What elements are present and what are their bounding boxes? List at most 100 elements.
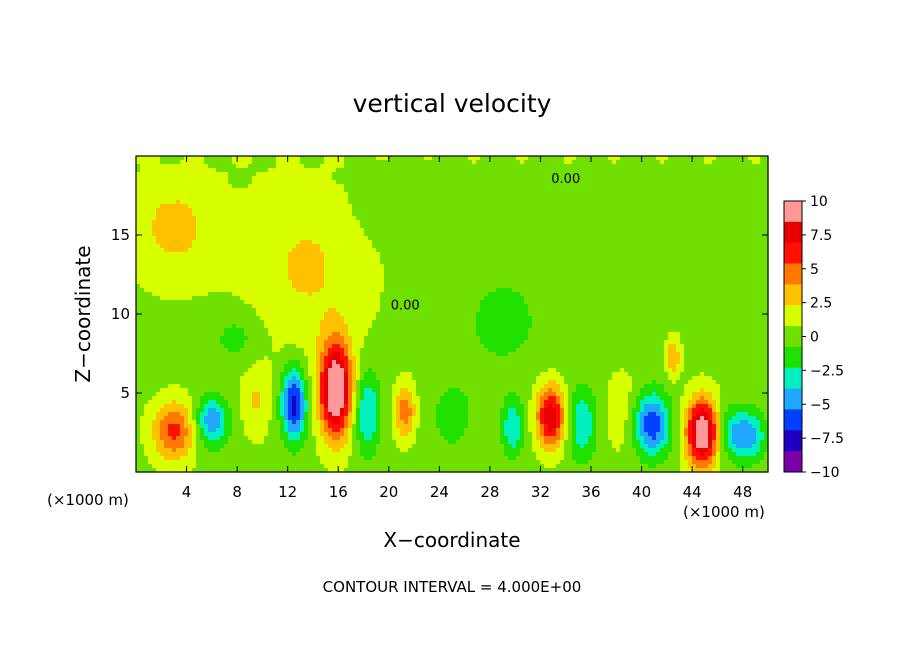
heat-cell — [368, 208, 373, 213]
heat-cell — [516, 272, 521, 277]
heat-cell — [636, 244, 641, 249]
heat-cell — [316, 188, 321, 193]
heat-cell — [240, 200, 245, 205]
heat-cell — [192, 228, 197, 233]
heat-cell — [692, 260, 697, 265]
heat-cell — [140, 232, 145, 237]
heat-cell — [708, 204, 713, 209]
heat-cell — [584, 240, 589, 245]
heat-cell — [168, 252, 173, 257]
heat-cell — [316, 232, 321, 237]
heat-cell — [328, 224, 333, 229]
heat-cell — [140, 180, 145, 185]
heat-cell — [152, 244, 157, 249]
heat-cell — [440, 180, 445, 185]
heat-cell — [628, 228, 633, 233]
heat-cell — [740, 192, 745, 197]
heat-cell — [576, 200, 581, 205]
heat-cell — [724, 260, 729, 265]
heat-cell — [760, 248, 765, 253]
heat-cell — [156, 176, 161, 181]
heat-cell — [664, 276, 669, 281]
heat-cell — [432, 204, 437, 209]
heat-cell — [240, 240, 245, 245]
heat-cell — [520, 196, 525, 201]
heat-cell — [556, 240, 561, 245]
heat-cell — [648, 276, 653, 281]
heat-cell — [296, 228, 301, 233]
heat-cell — [728, 216, 733, 221]
heat-cell — [568, 196, 573, 201]
heat-cell — [252, 252, 257, 257]
heat-cell — [424, 212, 429, 217]
heat-cell — [136, 276, 141, 281]
heat-cell — [616, 232, 621, 237]
heat-cell — [460, 184, 465, 189]
heat-cell — [480, 160, 485, 165]
heat-cell — [468, 260, 473, 265]
heat-cell — [196, 208, 201, 213]
heat-cell — [208, 188, 213, 193]
heat-cell — [320, 160, 325, 165]
heat-cell — [528, 220, 533, 225]
heat-cell — [288, 256, 293, 261]
heat-cell — [716, 244, 721, 249]
heat-cell — [256, 240, 261, 245]
heat-cell — [620, 248, 625, 253]
heat-cell — [556, 200, 561, 205]
heat-cell — [612, 192, 617, 197]
heat-cell — [296, 196, 301, 201]
heat-cell — [408, 240, 413, 245]
heat-cell — [448, 244, 453, 249]
heat-cell — [368, 280, 373, 285]
heat-cell — [272, 208, 277, 213]
heat-cell — [380, 204, 385, 209]
heat-cell — [504, 160, 509, 165]
heat-cell — [236, 240, 241, 245]
heat-cell — [268, 200, 273, 205]
heat-cell — [596, 200, 601, 205]
heat-cell — [696, 208, 701, 213]
heat-cell — [520, 156, 525, 161]
heat-cell — [200, 168, 205, 173]
heat-cell — [288, 272, 293, 277]
heat-cell — [376, 196, 381, 201]
heat-cell — [736, 272, 741, 277]
heat-cell — [636, 224, 641, 229]
heat-cell — [356, 208, 361, 213]
heat-cell — [744, 156, 749, 161]
heat-cell — [716, 224, 721, 229]
heat-cell — [648, 240, 653, 245]
heat-cell — [388, 248, 393, 253]
heat-cell — [192, 160, 197, 165]
heat-cell — [228, 160, 233, 165]
heat-cell — [456, 212, 461, 217]
heat-cell — [472, 268, 477, 273]
heat-cell — [584, 172, 589, 177]
heat-cell — [440, 176, 445, 181]
heat-cell — [460, 228, 465, 233]
heat-cell — [396, 156, 401, 161]
heat-cell — [596, 224, 601, 229]
heat-cell — [156, 204, 161, 209]
heat-cell — [380, 192, 385, 197]
heat-cell — [292, 232, 297, 237]
heat-cell — [472, 224, 477, 229]
heat-cell — [432, 192, 437, 197]
heat-cell — [720, 200, 725, 205]
heat-cell — [176, 200, 181, 205]
heat-cell — [608, 248, 613, 253]
heat-cell — [744, 220, 749, 225]
heat-cell — [576, 212, 581, 217]
heat-cell — [264, 160, 269, 165]
heat-cell — [756, 276, 761, 281]
heat-cell — [452, 172, 457, 177]
heat-cell — [452, 204, 457, 209]
heat-cell — [700, 236, 705, 241]
heat-cell — [264, 172, 269, 177]
heat-cell — [464, 164, 469, 169]
heat-cell — [252, 196, 257, 201]
heat-cell — [260, 176, 265, 181]
heat-cell — [652, 264, 657, 269]
heat-cell — [228, 196, 233, 201]
